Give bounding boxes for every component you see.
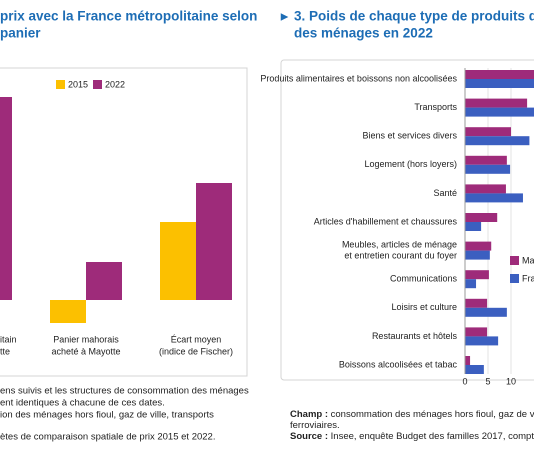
- note: ètes de comparaison spatiale de prix 201…: [0, 432, 215, 443]
- bar: [465, 356, 471, 365]
- note-label: Source :: [290, 431, 328, 442]
- bar: [465, 79, 534, 88]
- left-frame: [0, 67, 248, 377]
- note: ent identiques à chacune de ces dates.: [0, 398, 165, 409]
- bar: [160, 222, 196, 300]
- y-tick-label: Communications: [390, 274, 458, 284]
- bar: [0, 97, 12, 300]
- x-tick-label: 5: [485, 376, 490, 386]
- legend-swatch: [93, 80, 102, 89]
- bar: [465, 164, 511, 174]
- x-tick-label: tte: [0, 346, 10, 356]
- bar: [465, 184, 506, 194]
- y-tick-label: Biens et services divers: [362, 131, 457, 141]
- note: Source : Insee, enquête Budget des famil…: [290, 431, 534, 442]
- y-tick-label: Logement (hors loyers): [364, 159, 457, 169]
- bar: [465, 270, 489, 280]
- bar: [465, 298, 488, 308]
- legend-swatch: [510, 256, 519, 265]
- note: ens suivis et les structures de consomma…: [0, 386, 249, 397]
- bar: [465, 327, 488, 337]
- bar: [465, 213, 498, 222]
- bar: [465, 336, 499, 346]
- bar: [465, 307, 507, 317]
- right-title: 3. Poids de chaque type de produits da: [294, 9, 534, 24]
- legend-label: Ma: [522, 255, 534, 265]
- legend-label: 2022: [105, 79, 125, 89]
- note-label: Champ :: [290, 409, 328, 420]
- left-title: prix avec la France métropolitaine selon: [0, 9, 257, 24]
- x-tick-label: 0: [462, 376, 467, 386]
- y-tick-label: Articles d'habillement et chaussures: [314, 216, 458, 226]
- x-tick-label: 10: [506, 376, 516, 386]
- right-arrow: ▸: [280, 9, 289, 24]
- left-title: panier: [0, 26, 41, 41]
- bar: [465, 365, 484, 374]
- bar: [465, 241, 492, 251]
- bar: [465, 70, 534, 79]
- bar: [465, 136, 530, 146]
- bar: [465, 193, 523, 203]
- bar: [465, 127, 511, 137]
- y-tick-label: Loisirs et culture: [391, 302, 457, 312]
- bar: [465, 107, 534, 117]
- x-tick-label: itain: [0, 334, 17, 344]
- bar: [86, 262, 122, 300]
- note: ion des ménages hors fioul, gaz de ville…: [0, 410, 214, 421]
- note-text: ferroviaires.: [290, 420, 340, 431]
- y-tick-label: Produits alimentaires et boissons non al…: [260, 73, 457, 83]
- legend-swatch: [510, 274, 519, 283]
- right-frame: [280, 59, 534, 381]
- bar: [196, 183, 232, 300]
- note: ferroviaires.: [290, 420, 340, 431]
- bar: [50, 300, 86, 323]
- legend-swatch: [56, 80, 65, 89]
- note-text: consommation des ménages hors fioul, gaz…: [328, 409, 534, 420]
- bar: [465, 98, 528, 108]
- note-text: Insee, enquête Budget des familles 2017,…: [328, 431, 534, 442]
- note: Champ : consommation des ménages hors fi…: [290, 409, 534, 420]
- legend-label: 2015: [68, 79, 88, 89]
- bar: [465, 279, 477, 289]
- x-tick-label: Écart moyen: [171, 334, 222, 344]
- bar: [465, 155, 507, 165]
- y-tick-label: Boissons alcoolisées et tabac: [339, 359, 458, 369]
- bar: [465, 250, 490, 260]
- legend-label: Fra: [522, 273, 534, 283]
- y-tick-label: et entretien courant du foyer: [344, 250, 457, 260]
- right-title: des ménages en 2022: [294, 26, 433, 41]
- x-tick-label: Panier mahorais: [53, 334, 119, 344]
- y-tick-label: Transports: [414, 102, 457, 112]
- y-tick-label: Santé: [433, 188, 457, 198]
- x-tick-label: (indice de Fischer): [159, 346, 233, 356]
- y-tick-label: Restaurants et hôtels: [372, 331, 458, 341]
- bar: [465, 222, 482, 231]
- x-tick-label: acheté à Mayotte: [51, 346, 120, 356]
- y-tick-label: Meubles, articles de ménage: [342, 239, 457, 249]
